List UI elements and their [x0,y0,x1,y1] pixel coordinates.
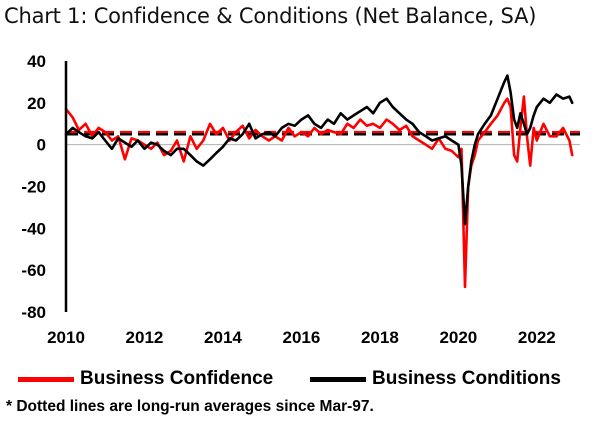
x-tick-label: 2012 [126,328,164,347]
legend-label-conditions: Business Conditions [372,368,561,389]
legend-swatch-conditions [310,376,366,382]
y-tick-label: -20 [21,178,46,197]
y-tick-label: -40 [21,219,46,238]
y-tick-label: 20 [27,94,46,113]
x-tick-label: 2016 [283,328,321,347]
x-tick-label: 2010 [47,328,85,347]
x-tick-label: 2018 [361,328,399,347]
x-tick-label: 2014 [204,328,242,347]
series-line-business-conditions [64,74,574,226]
legend-item-business-conditions: Business Conditions [310,366,561,392]
y-axis-ticks: 40 20 0 -20 -40 -60 -80 [21,52,46,322]
legend-label-confidence: Business Confidence [80,368,274,389]
footnote: * Dotted lines are long-run averages sin… [6,398,374,415]
y-tick-label: -80 [21,303,46,322]
legend-item-business-confidence: Business Confidence [18,366,273,392]
chart-title: Chart 1: Confidence & Conditions (Net Ba… [4,4,537,28]
x-tick-label: 2020 [439,328,477,347]
x-axis-ticks: 2010 2012 2014 2016 2018 2020 2022 [47,328,556,347]
y-tick-label: -60 [21,261,46,280]
series-lines [64,74,574,289]
x-tick-label: 2022 [518,328,556,347]
y-tick-label: 40 [27,52,46,71]
y-tick-label: 0 [37,136,46,155]
series-line-business-confidence [64,95,574,289]
legend-swatch-confidence [18,376,74,382]
